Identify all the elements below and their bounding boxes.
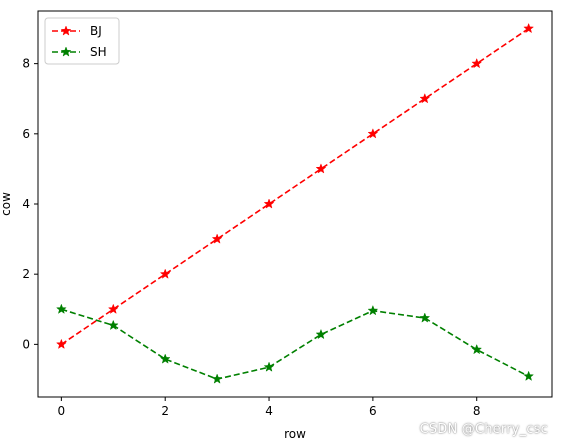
- legend-label: SH: [90, 45, 107, 59]
- y-tick-label: 0: [22, 337, 30, 351]
- legend-label: BJ: [90, 24, 102, 38]
- data-point-sh: [523, 370, 535, 381]
- data-point-bj: [263, 198, 275, 209]
- series-line-sh: [61, 308, 530, 380]
- data-point-bj: [367, 128, 379, 139]
- data-point-sh: [211, 373, 223, 384]
- x-tick-label: 0: [58, 404, 66, 418]
- data-point-bj: [159, 268, 171, 279]
- legend-marker: [60, 46, 72, 57]
- data-point-bj: [211, 233, 223, 244]
- data-point-bj: [419, 93, 431, 104]
- data-point-bj: [315, 163, 327, 174]
- y-tick-label: 4: [22, 197, 30, 211]
- y-axis-label: cow: [0, 192, 13, 216]
- y-tick-label: 8: [22, 57, 30, 71]
- legend-entry-bj: BJ: [52, 24, 102, 38]
- y-tick-label: 2: [22, 267, 30, 281]
- x-tick-label: 6: [369, 404, 377, 418]
- y-axis: 0 2 4 6 8: [22, 57, 38, 351]
- data-point-bj: [523, 22, 535, 34]
- data-point-bj: [55, 338, 67, 349]
- x-axis-label: row: [284, 427, 306, 441]
- watermark-text: CSDN @Cherry_csc: [419, 422, 548, 437]
- legend-marker: [60, 25, 72, 36]
- series-layer: [55, 22, 535, 384]
- series-bj: [55, 22, 535, 349]
- data-point-sh: [367, 304, 379, 316]
- data-point-sh: [107, 319, 119, 331]
- series-line-bj: [60, 27, 530, 346]
- x-tick-label: 8: [473, 404, 481, 418]
- data-point-bj: [107, 303, 119, 314]
- data-point-bj: [471, 57, 483, 69]
- legend: BJ SH: [44, 17, 120, 65]
- data-point-sh: [419, 312, 431, 323]
- series-sh: [55, 303, 535, 384]
- y-tick-label: 6: [22, 127, 30, 141]
- data-point-sh: [159, 353, 171, 364]
- data-point-sh: [263, 361, 275, 372]
- data-point-sh: [315, 328, 327, 340]
- legend-box: [44, 17, 120, 65]
- x-tick-label: 2: [161, 404, 169, 418]
- legend-entry-sh: SH: [52, 45, 107, 59]
- plot-area-frame: [37, 10, 553, 398]
- x-tick-label: 4: [265, 404, 273, 418]
- x-axis: 0 2 4 6 8: [58, 397, 481, 418]
- data-point-sh: [471, 343, 483, 355]
- data-point-sh: [55, 303, 67, 314]
